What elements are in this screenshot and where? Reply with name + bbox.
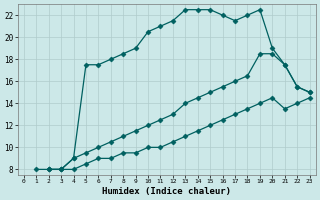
X-axis label: Humidex (Indice chaleur): Humidex (Indice chaleur)	[102, 187, 231, 196]
